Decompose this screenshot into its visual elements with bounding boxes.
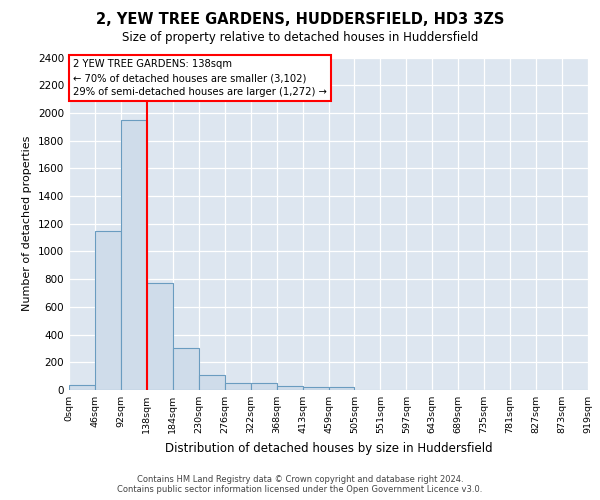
Text: Contains HM Land Registry data © Crown copyright and database right 2024.
Contai: Contains HM Land Registry data © Crown c… (118, 474, 482, 494)
Bar (251, 383, 277, 390)
Text: 2, YEW TREE GARDENS, HUDDERSFIELD, HD3 3ZS: 2, YEW TREE GARDENS, HUDDERSFIELD, HD3 3… (96, 12, 504, 28)
Bar (329, 387, 355, 390)
Y-axis label: Number of detached properties: Number of detached properties (22, 136, 32, 312)
X-axis label: Distribution of detached houses by size in Huddersfield: Distribution of detached houses by size … (164, 442, 493, 454)
Bar (69, 385, 95, 390)
Bar (121, 120, 147, 390)
Bar (302, 387, 329, 390)
Bar (199, 376, 224, 390)
Bar (277, 386, 302, 390)
Bar (95, 230, 121, 390)
Text: Size of property relative to detached houses in Huddersfield: Size of property relative to detached ho… (122, 31, 478, 44)
Bar (147, 282, 173, 390)
Text: 2 YEW TREE GARDENS: 138sqm
← 70% of detached houses are smaller (3,102)
29% of s: 2 YEW TREE GARDENS: 138sqm ← 70% of deta… (73, 59, 327, 97)
Bar (173, 348, 199, 390)
Bar (225, 383, 251, 390)
